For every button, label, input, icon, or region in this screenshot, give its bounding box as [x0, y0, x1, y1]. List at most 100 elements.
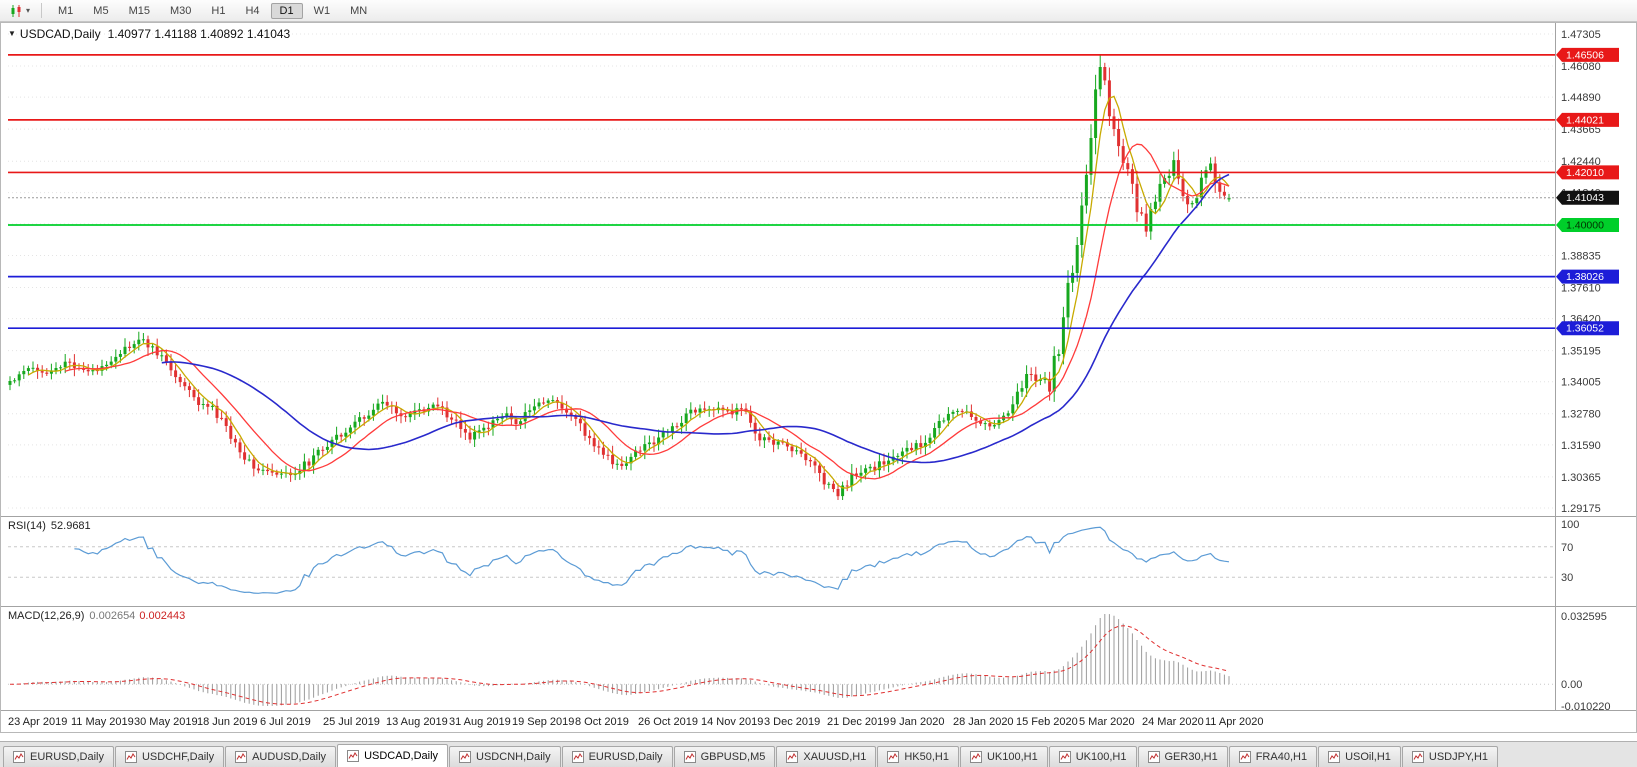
chart-window: 1.473051.460801.448901.436651.424401.412… — [0, 22, 1637, 741]
rsi-axis-label: 70 — [1561, 542, 1573, 554]
price-label-1.40000 — [1556, 217, 1619, 232]
tab-USDCHF-Daily[interactable]: USDCHF,Daily — [114, 746, 225, 767]
rsi-axis-label: 100 — [1561, 519, 1579, 531]
date-axis-label: 11 Apr 2020 — [1205, 716, 1264, 728]
tab-HK50-H1[interactable]: HK50,H1 — [877, 746, 959, 767]
date-axis-label: 21 Dec 2019 — [827, 716, 889, 728]
tab-USDCAD-Daily[interactable]: USDCAD,Daily — [337, 744, 449, 767]
price-axis-label: 1.29175 — [1561, 503, 1601, 515]
tab-EURUSD-Daily[interactable]: EURUSD,Daily — [561, 746, 673, 767]
date-axis: 23 Apr 2019 11 May 2019 30 May 2019 18 Jun … — [8, 716, 1264, 728]
mini-chart-icon — [969, 751, 982, 763]
svg-text:1.46506: 1.46506 — [1566, 49, 1604, 61]
chart-tabs-group: EURUSD,Daily USDCHF,Daily AUDUSD,Daily USDC… — [3, 744, 1499, 767]
date-axis-label: 31 Aug 2019 — [449, 716, 511, 728]
date-axis-label: 28 Jan 2020 — [953, 716, 1014, 728]
timeframe-buttons-group: M1 M5 M15 M30 H1 H4 D1 W1 MN — [48, 2, 377, 19]
date-axis-label: 25 Jul 2019 — [323, 716, 380, 728]
date-axis-label: 30 May 2019 — [134, 716, 198, 728]
svg-text:1.41043: 1.41043 — [1566, 192, 1604, 204]
tab-USDCNH-Daily[interactable]: USDCNH,Daily — [449, 746, 561, 767]
chart-canvas[interactable]: 1.473051.460801.448901.436651.424401.412… — [0, 22, 1637, 741]
mini-chart-icon — [1238, 751, 1251, 763]
tab-label: USDCNH,Daily — [476, 751, 551, 763]
rsi-pane: 100 70 30 — [8, 519, 1579, 584]
price-label-1.41043 — [1556, 190, 1619, 205]
svg-text:1.40000: 1.40000 — [1566, 219, 1604, 231]
tab-label: HK50,H1 — [904, 751, 949, 763]
price-label-1.38026 — [1556, 269, 1619, 284]
mini-chart-icon — [571, 751, 584, 763]
tab-USDJPY-H1[interactable]: USDJPY,H1 — [1401, 746, 1499, 767]
chevron-down-icon: ▾ — [26, 6, 31, 15]
svg-text:1.36052: 1.36052 — [1566, 323, 1604, 335]
macd-axis-label: 0.032595 — [1561, 611, 1607, 623]
mini-chart-icon — [1411, 751, 1424, 763]
timeframe-button-M30[interactable]: M30 — [169, 4, 192, 17]
price-axis-label: 1.42440 — [1561, 156, 1601, 168]
date-axis-label: 9 Jan 2020 — [890, 716, 944, 728]
date-axis-label: 15 Feb 2020 — [1016, 716, 1078, 728]
price-axis-label: 1.46080 — [1561, 61, 1601, 73]
level-lines: 1.46506 1.44021 1.42010 1.40000 1.38026 1.360… — [8, 47, 1619, 336]
date-axis-label: 3 Dec 2019 — [764, 716, 820, 728]
tab-label: USDJPY,H1 — [1428, 751, 1489, 763]
price-axis-label: 1.44890 — [1561, 92, 1601, 104]
svg-text:1.42010: 1.42010 — [1566, 167, 1604, 179]
chart-type-button[interactable]: ▾ — [5, 2, 35, 20]
mini-chart-icon — [13, 751, 25, 763]
timeframe-button-W1[interactable]: W1 — [313, 4, 331, 17]
date-axis-label: 13 Aug 2019 — [386, 716, 448, 728]
date-axis-label: 8 Oct 2019 — [575, 716, 629, 728]
price-axis-label: 1.30365 — [1561, 472, 1601, 484]
mini-chart-icon — [459, 751, 472, 763]
price-grid: 1.473051.460801.448901.436651.424401.412… — [8, 29, 1601, 515]
macd-signal-line — [10, 625, 1230, 705]
moving-average-34 — [161, 173, 1230, 464]
date-axis-label: 23 Apr 2019 — [8, 716, 67, 728]
price-axis-label: 1.43665 — [1561, 124, 1601, 136]
tab-label: AUDUSD,Daily — [252, 751, 327, 763]
timeframe-button-M15[interactable]: M15 — [128, 4, 150, 17]
tab-USOil-H1[interactable]: USOil,H1 — [1318, 746, 1401, 767]
mini-chart-icon — [347, 750, 360, 762]
price-axis-label: 1.47305 — [1561, 29, 1601, 41]
price-axis-label: 1.37610 — [1561, 282, 1601, 294]
toolbar-separator — [41, 3, 43, 18]
mini-chart-icon — [1058, 751, 1071, 763]
tab-label: USDCHF,Daily — [141, 751, 215, 763]
tab-UK100-H1[interactable]: UK100,H1 — [959, 746, 1048, 767]
timeframe-button-H1[interactable]: H1 — [211, 4, 226, 17]
mini-chart-icon — [1328, 751, 1341, 763]
tab-GBPUSD-M5[interactable]: GBPUSD,M5 — [673, 746, 776, 767]
macd-axis-label: 0.00 — [1561, 679, 1582, 691]
timeframe-button-MN[interactable]: MN — [350, 4, 368, 17]
mini-chart-icon — [887, 751, 900, 763]
timeframe-button-M1[interactable]: M1 — [58, 4, 74, 17]
timeframe-button-H4[interactable]: H4 — [245, 4, 260, 17]
tab-EURUSD-Daily[interactable]: EURUSD,Daily — [3, 746, 114, 767]
tab-label: XAUUSD,H1 — [803, 751, 867, 763]
tab-XAUUSD-H1[interactable]: XAUUSD,H1 — [776, 746, 877, 767]
date-axis-label: 11 May 2019 — [71, 716, 134, 728]
price-axis-label: 1.38835 — [1561, 250, 1601, 262]
tab-label: USOil,H1 — [1345, 751, 1391, 763]
date-axis-label: 18 Jun 2019 — [197, 716, 258, 728]
rsi-line — [74, 526, 1230, 594]
timeframe-button-M5[interactable]: M5 — [93, 4, 109, 17]
tab-AUDUSD-Daily[interactable]: AUDUSD,Daily — [225, 746, 337, 767]
tab-label: EURUSD,Daily — [588, 751, 663, 763]
tab-GER30-H1[interactable]: GER30,H1 — [1137, 746, 1228, 767]
tab-label: EURUSD,Daily — [30, 751, 104, 763]
date-axis-label: 24 Mar 2020 — [1142, 716, 1204, 728]
mini-chart-icon — [683, 751, 696, 763]
timeframe-button-D1[interactable]: D1 — [270, 2, 303, 19]
date-axis-label: 19 Sep 2019 — [512, 716, 574, 728]
price-axis-label: 1.34005 — [1561, 377, 1601, 389]
mini-chart-icon — [786, 751, 799, 763]
mini-chart-icon — [124, 751, 137, 763]
price-label-1.44021 — [1556, 112, 1619, 127]
tab-UK100-H1[interactable]: UK100,H1 — [1048, 746, 1137, 767]
tab-FRA40-H1[interactable]: FRA40,H1 — [1228, 746, 1318, 767]
tab-label: USDCAD,Daily — [364, 750, 439, 762]
